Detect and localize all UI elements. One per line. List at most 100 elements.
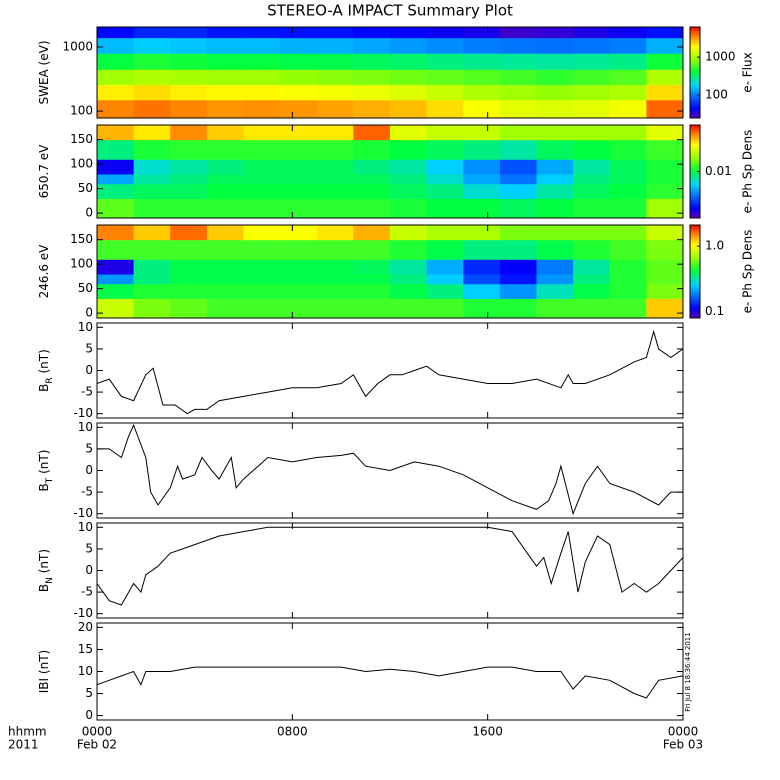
heatmap-cell bbox=[206, 173, 244, 185]
heatmap-cell bbox=[316, 53, 354, 70]
colorbar-step bbox=[690, 274, 700, 276]
colorbar-step bbox=[690, 186, 700, 188]
colorbar-step bbox=[690, 140, 700, 142]
y-tick-label: 100 bbox=[70, 104, 93, 118]
colorbar-step bbox=[690, 146, 700, 148]
colorbar-step bbox=[690, 203, 700, 205]
colorbar-step bbox=[690, 66, 700, 68]
colorbar-step bbox=[690, 45, 700, 47]
colorbar-step bbox=[690, 155, 700, 157]
colorbar-step bbox=[690, 40, 700, 42]
colorbar-step bbox=[690, 92, 700, 94]
colorbar-step bbox=[690, 91, 700, 93]
colorbar-step bbox=[690, 76, 700, 78]
colorbar-step bbox=[690, 172, 700, 174]
colorbar-step bbox=[690, 160, 700, 162]
colorbar-step bbox=[690, 129, 700, 131]
colorbar-step bbox=[690, 82, 700, 84]
colorbar-step bbox=[690, 216, 700, 218]
colorbar-step bbox=[690, 260, 700, 262]
heatmap-cell bbox=[280, 298, 318, 319]
y-tick-label: 100 bbox=[70, 157, 93, 171]
y-tick-label: 50 bbox=[78, 281, 93, 295]
heatmap-cell bbox=[97, 273, 135, 285]
heatmap-cell bbox=[499, 37, 537, 54]
colorbar-step bbox=[690, 208, 700, 210]
heatmap-cell bbox=[609, 283, 647, 299]
heatmap-cell bbox=[280, 259, 318, 275]
colorbar-step bbox=[690, 286, 700, 288]
colorbar-step bbox=[690, 225, 700, 227]
colorbar-step bbox=[690, 74, 700, 76]
y-tick-label: -10 bbox=[73, 406, 93, 420]
heatmap-cell bbox=[463, 173, 501, 185]
y-axis-label-part: N bbox=[45, 577, 55, 584]
colorbar-step bbox=[690, 252, 700, 254]
colorbar-step bbox=[690, 306, 700, 308]
heatmap-cell bbox=[97, 173, 135, 185]
heatmap-cell bbox=[280, 27, 318, 39]
heatmap-cell bbox=[463, 84, 501, 101]
colorbar-step bbox=[690, 142, 700, 144]
colorbar-frame bbox=[689, 26, 701, 119]
colorbar-step bbox=[690, 132, 700, 134]
colorbar-step bbox=[690, 232, 700, 234]
y-tick-label: 10 bbox=[78, 520, 93, 534]
heatmap-cell bbox=[390, 298, 428, 319]
colorbar-step bbox=[690, 305, 700, 307]
heatmap-cell bbox=[499, 69, 537, 85]
colorbar-step bbox=[690, 158, 700, 160]
y-tick-label: -5 bbox=[81, 485, 93, 499]
trace bbox=[97, 526, 683, 606]
heatmap-cell bbox=[609, 298, 647, 319]
colorbar-step bbox=[690, 315, 700, 317]
colorbar-step bbox=[690, 130, 700, 132]
panel-frame bbox=[96, 522, 684, 619]
heatmap-cell bbox=[536, 173, 574, 185]
heatmap-cell bbox=[206, 99, 244, 119]
y-tick-label: 0 bbox=[85, 708, 93, 722]
heatmap-cell bbox=[243, 225, 281, 241]
heatmap-cell bbox=[243, 198, 281, 219]
heatmap-cell bbox=[353, 139, 391, 160]
heatmap-cell bbox=[133, 159, 171, 175]
colorbar-step bbox=[690, 162, 700, 164]
colorbar-step bbox=[690, 282, 700, 284]
colorbar-step bbox=[690, 188, 700, 190]
colorbar-step bbox=[690, 230, 700, 232]
heatmap-cell bbox=[353, 298, 391, 319]
colorbar-step bbox=[690, 87, 700, 89]
y-axis-label: 650.7 eV bbox=[37, 144, 51, 199]
heatmap-cell bbox=[97, 37, 135, 54]
heatmap-cell bbox=[280, 53, 318, 70]
heatmap-cell bbox=[390, 239, 428, 260]
heatmap-cell bbox=[609, 273, 647, 285]
colorbar-step bbox=[690, 213, 700, 215]
heatmap-cell bbox=[646, 183, 684, 199]
colorbar-step bbox=[690, 206, 700, 208]
heatmap-cell bbox=[609, 225, 647, 241]
heatmap-cell bbox=[426, 225, 464, 241]
colorbar-step bbox=[690, 239, 700, 241]
colorbar-step bbox=[690, 128, 700, 130]
heatmap-cell bbox=[573, 173, 611, 185]
colorbar-step bbox=[690, 280, 700, 282]
heatmap-cell bbox=[463, 283, 501, 299]
colorbar-step bbox=[690, 59, 700, 61]
colorbar-step bbox=[690, 204, 700, 206]
colorbar-step bbox=[690, 183, 700, 185]
panel-frame bbox=[96, 26, 684, 119]
colorbar-step bbox=[690, 48, 700, 50]
colorbar-step bbox=[690, 187, 700, 189]
colorbar-step bbox=[690, 176, 700, 178]
heatmap-cell bbox=[609, 239, 647, 260]
heatmap-cell bbox=[353, 69, 391, 85]
heatmap-cell bbox=[463, 259, 501, 275]
heatmap-cell bbox=[206, 53, 244, 70]
heatmap-cell bbox=[536, 53, 574, 70]
y-tick-label: 100 bbox=[70, 257, 93, 271]
heatmap-cell bbox=[316, 69, 354, 85]
colorbar-step bbox=[690, 135, 700, 137]
heatmap-cell bbox=[170, 69, 208, 85]
heatmap-cell bbox=[463, 239, 501, 260]
